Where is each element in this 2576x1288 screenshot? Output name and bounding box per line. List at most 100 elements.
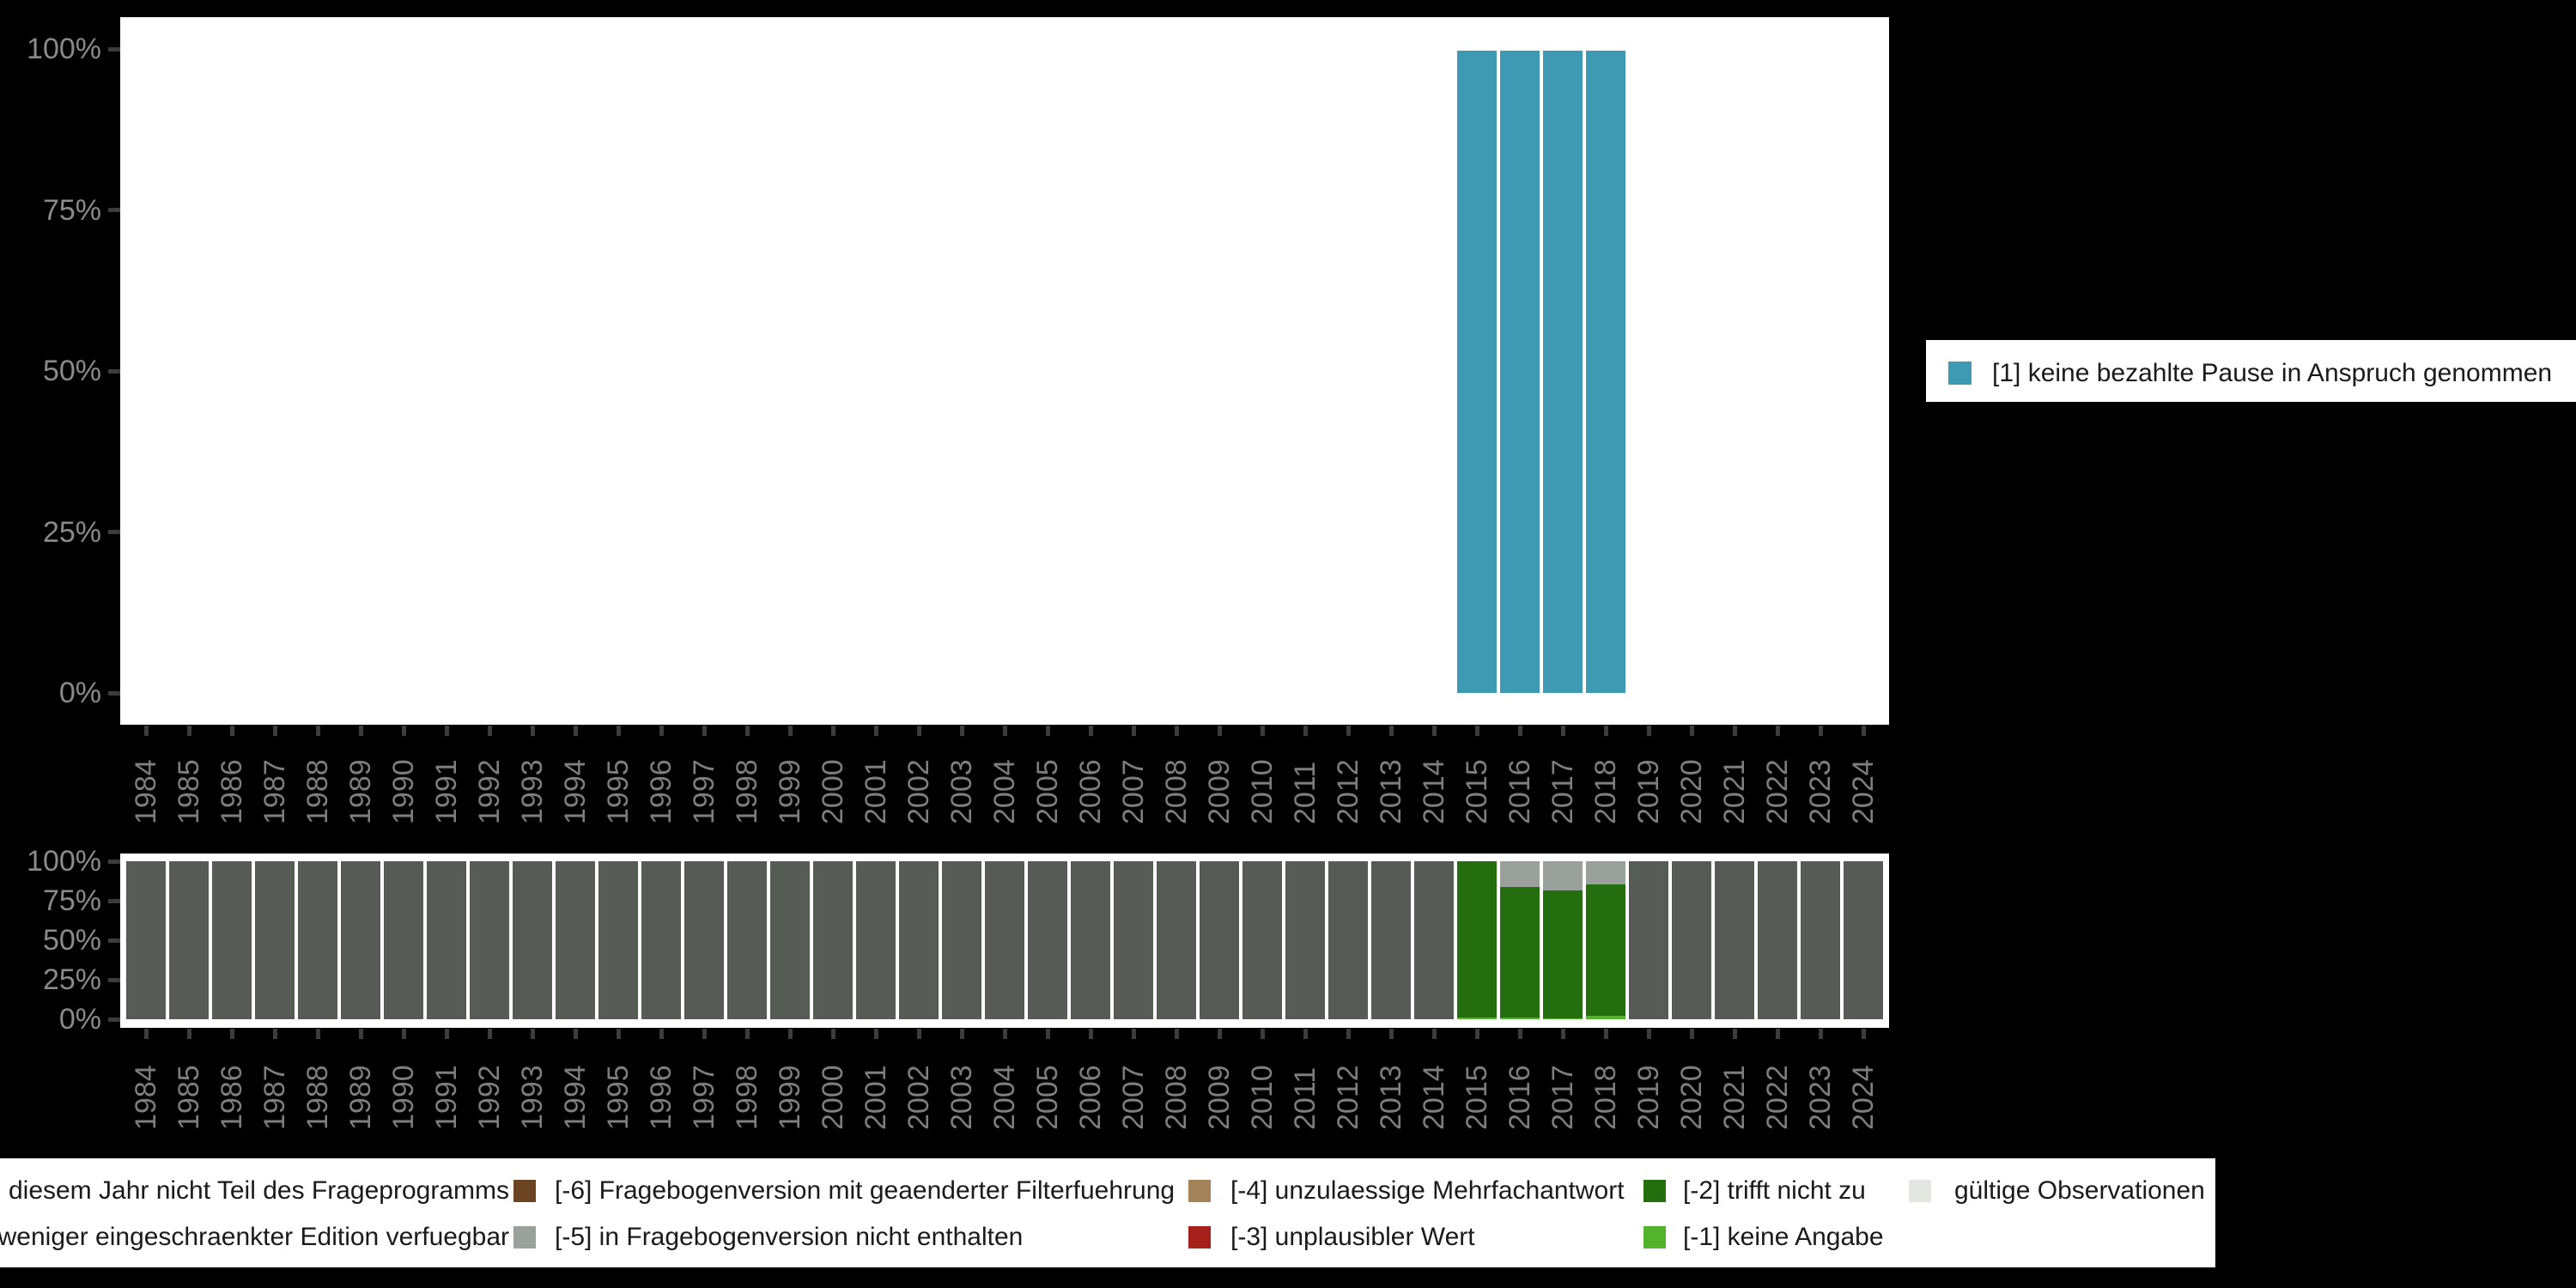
top-x-axis-tick	[1217, 726, 1222, 736]
bottom-x-axis-year-label: 1993	[516, 1065, 549, 1130]
top-x-axis-year-label: 2011	[1289, 761, 1321, 824]
top-bar-2015	[1457, 51, 1497, 693]
bottom-x-axis-year-label: 2001	[860, 1065, 892, 1130]
bottom-bar-2017-segment	[1543, 861, 1583, 890]
top-x-axis-year-label: 2009	[1203, 759, 1236, 824]
top-bar-2016	[1500, 51, 1540, 693]
top-x-axis-tick	[401, 726, 406, 736]
bottom-bar-2003-segment	[942, 861, 981, 1020]
top-x-axis-year-label: 1998	[731, 759, 763, 824]
bottom-bar-1998-segment	[727, 861, 767, 1020]
top-x-axis-tick	[143, 726, 149, 736]
bottom-legend-box	[0, 1158, 2215, 1267]
bottom-bar-2012-segment	[1328, 861, 1368, 1020]
bottom-x-axis-year-label: 1985	[173, 1065, 205, 1130]
top-x-axis-tick	[186, 726, 191, 736]
bottom-x-axis-tick	[1217, 1029, 1222, 1039]
top-x-axis-tick	[1088, 726, 1093, 736]
top-x-axis-year-label: 1992	[473, 759, 506, 824]
bottom-bar-2016-segment	[1500, 1018, 1540, 1020]
bottom-x-axis-tick	[530, 1029, 535, 1039]
bottom-x-axis-tick	[573, 1029, 578, 1039]
top-x-axis-tick	[1775, 726, 1780, 736]
bottom-x-axis-tick	[873, 1029, 878, 1039]
top-x-axis-tick	[272, 726, 277, 736]
bottom-x-axis-year-label: 2005	[1031, 1065, 1064, 1130]
top-y-axis-tick-label: 0%	[58, 677, 101, 709]
top-y-axis-tick-label: 75%	[42, 193, 101, 227]
bottom-x-axis-year-label: 2014	[1418, 1065, 1450, 1130]
bottom-bar-1995-segment	[598, 861, 638, 1020]
top-x-axis-year-label: 1995	[602, 759, 635, 824]
legend-label: [-5] in Fragebogenversion nicht enthalte…	[555, 1223, 1024, 1251]
bottom-bar-2010-segment	[1242, 861, 1282, 1020]
bottom-x-axis-year-label: 2004	[988, 1065, 1021, 1130]
top-x-axis-year-label: 2005	[1031, 759, 1064, 824]
bottom-bar-1989-segment	[341, 861, 380, 1020]
top-x-axis-tick	[1474, 726, 1479, 736]
top-x-axis-year-label: 1987	[258, 759, 291, 824]
bottom-x-axis-year-label: 2000	[817, 1065, 849, 1130]
top-y-axis-tick	[108, 368, 120, 374]
legend-label: [-2] trifft nicht zu	[1683, 1176, 1866, 1205]
top-x-axis-year-label: 2013	[1375, 759, 1407, 824]
bottom-bar-2002-segment	[899, 861, 939, 1020]
bottom-y-axis-tick-label: 50%	[42, 924, 101, 957]
bottom-y-axis-tick-label: 100%	[27, 845, 101, 878]
top-x-axis-year-label: 2000	[817, 759, 849, 824]
bottom-bar-2018-segment	[1586, 884, 1625, 1017]
bottom-x-axis-tick	[401, 1029, 406, 1039]
bottom-bar-2023-segment	[1801, 861, 1840, 1020]
top-x-axis-tick	[1560, 726, 1565, 736]
top-x-axis-tick	[830, 726, 835, 736]
top-x-axis-tick	[787, 726, 793, 736]
bottom-bar-1985-segment	[169, 861, 209, 1020]
bottom-bar-2015-segment	[1457, 861, 1497, 1018]
bottom-x-axis-year-label: 2024	[1847, 1065, 1880, 1130]
bottom-x-axis-year-label: 1998	[731, 1065, 763, 1130]
top-x-axis-year-label: 2024	[1847, 759, 1880, 824]
legend-swatch	[513, 1180, 536, 1202]
bottom-x-axis-tick	[229, 1029, 234, 1039]
top-x-axis-tick	[315, 726, 320, 736]
top-x-axis-year-label: 1989	[344, 759, 377, 824]
bottom-x-axis-tick	[1517, 1029, 1522, 1039]
top-x-axis-tick	[229, 726, 234, 736]
bottom-x-axis-year-label: 1989	[344, 1065, 377, 1130]
bottom-x-axis-year-label: 1990	[387, 1065, 420, 1130]
bottom-x-axis-tick	[1861, 1029, 1866, 1039]
bottom-x-axis-year-label: 2013	[1375, 1065, 1407, 1130]
bottom-bar-2014-segment	[1414, 861, 1454, 1020]
top-x-axis-tick	[1818, 726, 1823, 736]
bottom-x-axis-tick	[1603, 1029, 1608, 1039]
bottom-x-axis-year-label: 2002	[902, 1065, 935, 1130]
bottom-x-axis-tick	[959, 1029, 964, 1039]
top-x-axis-year-label: 2023	[1804, 759, 1837, 824]
top-x-axis-year-label: 2017	[1546, 759, 1579, 824]
top-x-axis-year-label: 1991	[430, 759, 463, 824]
top-bar-2018	[1586, 51, 1625, 693]
bottom-bar-2017-segment	[1543, 890, 1583, 1019]
bottom-y-axis-tick-label: 0%	[58, 1003, 101, 1036]
legend-label: [-3] unplausibler Wert	[1230, 1223, 1475, 1251]
bottom-x-axis-tick	[916, 1029, 921, 1039]
bottom-bar-2009-segment	[1200, 861, 1239, 1020]
bottom-x-axis-year-label: 1992	[473, 1065, 506, 1130]
top-y-axis-tick	[108, 208, 120, 212]
bottom-bar-2011-segment	[1285, 861, 1325, 1020]
bottom-bar-2020-segment	[1672, 861, 1711, 1020]
top-x-axis-tick	[916, 726, 921, 736]
top-x-axis-year-label: 2022	[1761, 759, 1794, 824]
top-x-axis-year-label: 2016	[1504, 759, 1536, 824]
top-x-axis-year-label: 1988	[301, 759, 334, 824]
bottom-bar-2024-segment	[1844, 861, 1883, 1020]
bottom-x-axis-tick	[1474, 1029, 1479, 1039]
top-x-axis-year-label: 2006	[1074, 759, 1107, 824]
bottom-bar-2018-segment	[1586, 861, 1625, 885]
bottom-bar-1990-segment	[384, 861, 423, 1020]
bottom-bar-2022-segment	[1758, 861, 1797, 1020]
bottom-x-axis-tick	[1388, 1029, 1394, 1039]
bottom-x-axis-tick	[1732, 1029, 1737, 1039]
bottom-bar-2018-segment	[1586, 1016, 1625, 1020]
